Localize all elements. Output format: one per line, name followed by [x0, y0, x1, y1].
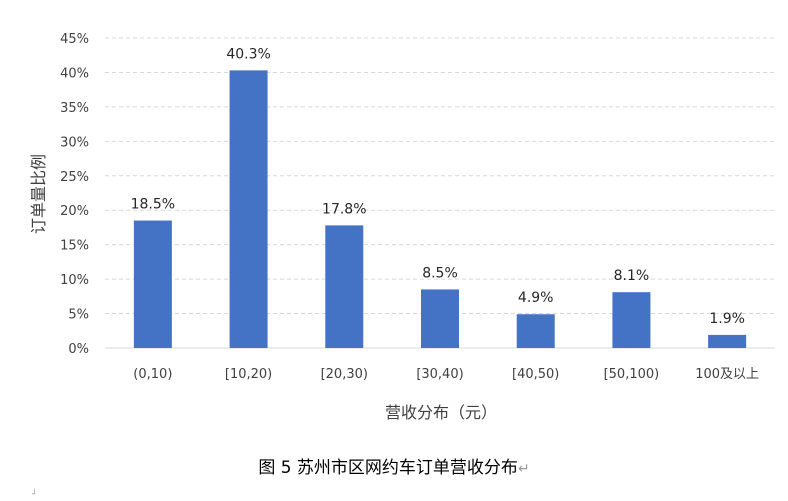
x-tick-label: [50,100): [604, 367, 660, 382]
y-axis-title: 订单量比例: [29, 154, 48, 234]
y-tick-label: 25%: [60, 170, 89, 185]
data-label: 8.1%: [614, 268, 650, 284]
y-axis-tick-labels: 0% 5% 10% 15% 20% 25% 30% 35% 40% 45%: [60, 32, 89, 357]
x-tick-label: [10,20): [225, 367, 272, 382]
caption-text: 图 5 苏州市区网约车订单营收分布: [258, 458, 518, 478]
data-label: 1.9%: [709, 311, 745, 327]
corner-mark: ┘: [32, 490, 38, 500]
figure-caption: 图 5 苏州市区网约车订单营收分布↵: [0, 453, 788, 478]
x-tick-label: [40,50): [512, 367, 559, 382]
x-axis-tick-labels: (0,10) [10,20) [20,30) [30,40) [40,50) [50,10…: [133, 367, 759, 382]
bars: [133, 70, 747, 348]
y-tick-label: 40%: [60, 66, 89, 81]
paragraph-mark: ↵: [517, 461, 530, 477]
data-label: 17.8%: [322, 201, 366, 217]
bar: [133, 220, 172, 348]
y-tick-label: 30%: [60, 135, 89, 150]
y-tick-label: 45%: [60, 32, 89, 47]
y-tick-label: 20%: [60, 204, 89, 219]
bar: [516, 314, 555, 348]
x-axis-title: 营收分布（元）: [385, 403, 497, 422]
x-tick-label: [30,40): [416, 367, 463, 382]
data-label: 18.5%: [131, 197, 175, 213]
bar: [708, 334, 747, 348]
y-tick-label: 10%: [60, 273, 89, 288]
chart: 0%5%10%15%20%25%30%35%40%45% 18.5%40.3%1…: [29, 32, 775, 422]
y-tick-label: 0%: [68, 342, 89, 357]
bar: [229, 70, 268, 348]
data-label: 40.3%: [226, 46, 270, 62]
x-tick-label: 100及以上: [695, 367, 759, 382]
y-tick-label: 35%: [60, 101, 89, 116]
bar: [421, 289, 459, 348]
y-tick-label: 15%: [60, 239, 89, 254]
bar: [325, 225, 364, 348]
x-tick-label: (0,10): [133, 367, 172, 382]
data-labels: 18.5% 40.3% 17.8% 8.5% 4.9% 8.1% 1.9%: [131, 46, 745, 327]
bar: [612, 292, 651, 348]
data-label: 4.9%: [518, 290, 554, 306]
x-tick-label: [20,30): [321, 367, 368, 382]
y-tick-label: 5%: [68, 308, 89, 323]
data-label: 8.5%: [422, 265, 458, 281]
